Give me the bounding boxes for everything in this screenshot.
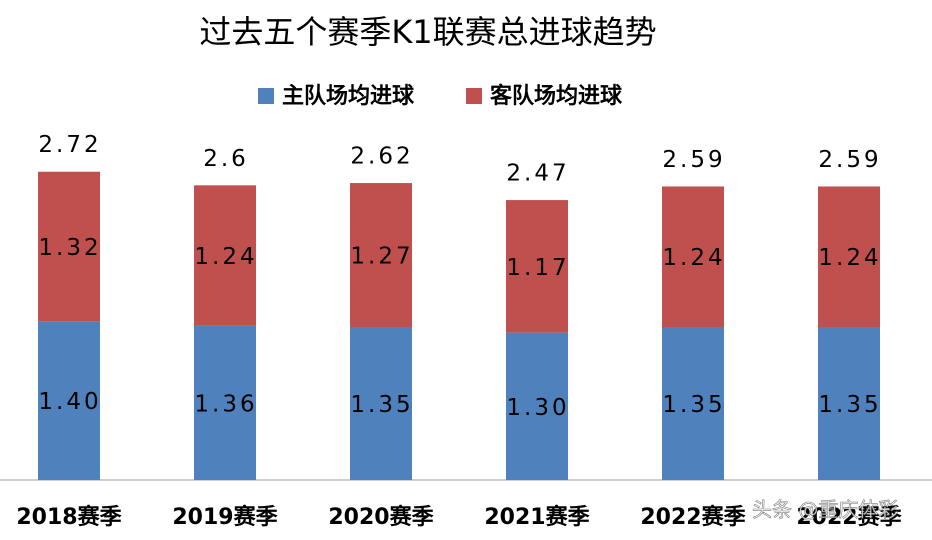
bar-segment [818,186,880,327]
x-tick-label: 2019赛季 [172,504,277,530]
total-label: 2.62 [350,144,413,170]
legend-label: 主队场均进球 [282,83,415,109]
x-tick-label: 2022赛季 [640,504,745,530]
bar-segment [38,321,100,480]
value-label: 1.27 [350,244,413,270]
bar-segment [194,185,256,326]
bar-segment [662,327,724,480]
legend-swatch [466,88,482,104]
bar-segment [506,200,568,333]
value-label: 1.35 [350,392,413,418]
bar-segment [662,186,724,327]
x-tick-label: 2018赛季 [16,504,121,530]
legend-swatch [258,88,274,104]
bar-segment [38,171,100,322]
total-label: 2.59 [818,147,881,173]
total-label: 2.59 [662,147,725,173]
bar-segment [350,327,412,480]
x-tick-label: 2022赛季 [796,504,901,530]
bar-segment [194,325,256,480]
chart-title: 过去五个赛季K1联赛总进球趋势 [199,13,656,51]
total-label: 2.47 [506,161,569,187]
value-label: 1.24 [818,245,881,271]
value-label: 1.32 [38,235,101,261]
value-label: 1.30 [506,395,569,421]
value-label: 1.24 [662,245,725,271]
bar-segment [818,327,880,480]
value-label: 1.24 [194,244,257,270]
legend-label: 客队场均进球 [490,83,623,109]
value-label: 1.36 [194,391,257,417]
x-tick-label: 2020赛季 [328,504,433,530]
bar-segment [506,332,568,480]
value-label: 1.40 [38,389,101,415]
value-label: 1.17 [506,255,569,281]
total-label: 2.6 [203,146,249,172]
total-label: 2.72 [38,132,101,158]
x-tick-label: 2021赛季 [484,504,589,530]
bar-segment [350,183,412,327]
value-label: 1.35 [662,392,725,418]
watermark: 头条 @重庆体彩 [752,498,898,522]
value-label: 1.35 [818,392,881,418]
